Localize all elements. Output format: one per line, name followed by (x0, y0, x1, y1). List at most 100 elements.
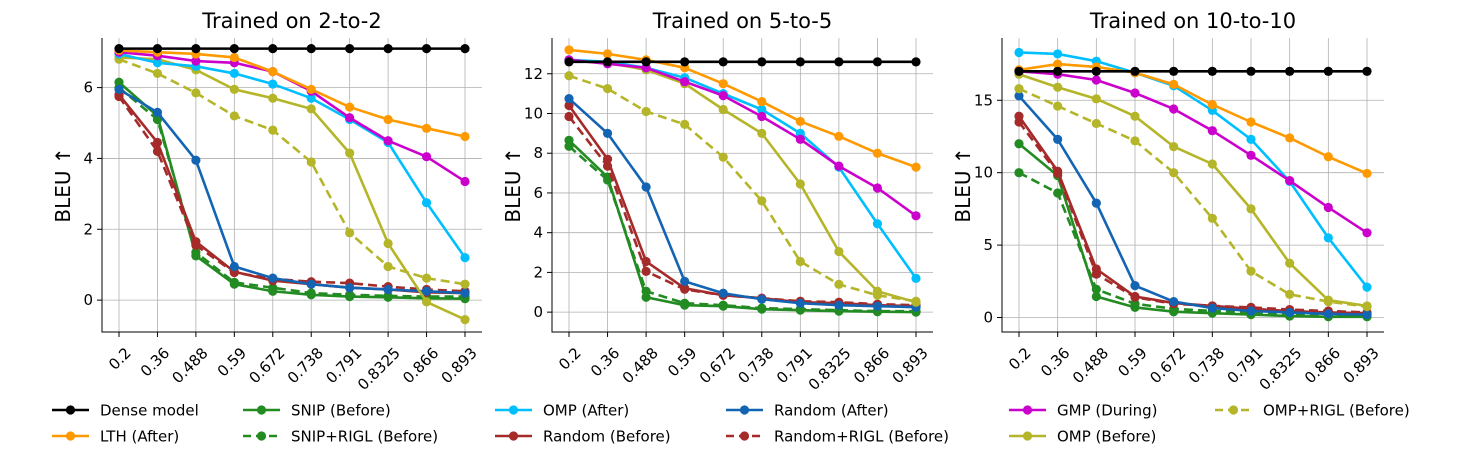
data-point (1169, 296, 1179, 307)
data-point (834, 161, 844, 171)
data-point (795, 116, 805, 127)
data-point (1130, 302, 1140, 312)
series-layer (564, 45, 921, 317)
x-tick-label: 0.8325 (1256, 344, 1306, 394)
data-point (1246, 266, 1256, 276)
data-point (872, 286, 883, 296)
x-tick-label: 0.2 (1005, 344, 1035, 374)
series-random-rigl-before (114, 91, 470, 296)
data-point (1323, 202, 1333, 213)
series-line (1018, 62, 1368, 175)
y-axis-label: BLEU ↑ (51, 147, 75, 222)
data-point (641, 57, 651, 67)
data-point (1130, 291, 1140, 302)
data-point (306, 84, 316, 94)
data-point (460, 315, 470, 325)
x-tick-label: 0.59 (1114, 344, 1150, 380)
data-point (421, 286, 432, 296)
series-gmp-during (114, 47, 470, 187)
data-point (268, 125, 278, 135)
data-point (114, 44, 124, 54)
y-tick-label: 2 (533, 263, 543, 281)
data-point (1014, 47, 1024, 58)
data-point (680, 283, 690, 293)
data-point (1169, 104, 1179, 114)
data-point (1207, 159, 1217, 169)
data-point (421, 273, 432, 283)
data-point (911, 297, 921, 307)
data-point (1053, 82, 1063, 92)
x-tick-label: 0.488 (619, 344, 662, 387)
data-point (911, 162, 921, 172)
x-tick-label: 0.488 (169, 344, 212, 387)
data-point (421, 123, 432, 133)
x-tick-label: 0.738 (734, 344, 777, 387)
data-point (306, 157, 316, 167)
data-point (152, 58, 163, 68)
data-point (1207, 213, 1217, 223)
data-point (229, 84, 239, 94)
x-tick-label: 0.866 (1301, 344, 1344, 387)
data-point (1130, 136, 1140, 146)
data-point (834, 246, 844, 257)
x-tick-label: 0.866 (850, 344, 893, 387)
data-point (1285, 66, 1295, 76)
x-tick-label: 0.8325 (354, 344, 404, 394)
legend-marker (1228, 405, 1239, 415)
series-line (1018, 171, 1368, 318)
y-tick-label: 6 (533, 184, 543, 202)
data-point (872, 219, 883, 229)
data-point (1169, 168, 1179, 178)
data-point (1207, 303, 1217, 313)
data-point (602, 57, 613, 67)
y-axis-label: BLEU ↑ (951, 147, 975, 222)
data-point (872, 183, 883, 193)
data-point (1246, 150, 1256, 160)
data-point (1362, 168, 1372, 179)
axis-spines (101, 38, 482, 333)
data-point (1053, 66, 1063, 76)
data-point (345, 148, 355, 158)
data-point (152, 137, 163, 148)
data-point (1362, 282, 1372, 292)
legend-item-snip-rigl-before: SNIP+RIGL (Before) (243, 428, 438, 446)
data-point (229, 68, 239, 79)
data-point (1362, 310, 1372, 320)
data-point (564, 45, 574, 55)
legend-label: OMP (Before) (1057, 428, 1156, 446)
data-point (1246, 204, 1256, 214)
data-point (421, 297, 432, 307)
data-point (1246, 66, 1256, 76)
legend-marker (65, 405, 76, 415)
series-line (118, 49, 466, 138)
series-line (118, 86, 465, 298)
data-point (757, 128, 767, 138)
legend-item-omp-after: OMP (After) (495, 402, 629, 420)
data-point (1091, 198, 1101, 208)
data-point (1285, 133, 1295, 143)
series-line (1017, 121, 1368, 314)
series-omp-before (1014, 69, 1372, 311)
y-tick-label: 2 (83, 220, 93, 238)
data-point (1091, 291, 1101, 302)
series-lth-after (564, 45, 921, 172)
data-point (1091, 118, 1101, 129)
data-point (1362, 301, 1372, 311)
legend-item-omp-before: OMP (Before) (1009, 428, 1156, 446)
data-point (757, 96, 767, 107)
data-point (345, 291, 355, 302)
data-point (795, 298, 805, 308)
x-tick-label: 0.2 (105, 344, 135, 374)
y-axis-label: BLEU ↑ (501, 147, 525, 222)
series-snip-before (564, 135, 921, 317)
data-point (1285, 289, 1295, 299)
legend-label: OMP+RIGL (Before) (1263, 402, 1410, 420)
series-random-after (564, 93, 921, 312)
y-tick-label: 12 (524, 65, 543, 83)
data-point (345, 113, 355, 123)
data-point (757, 111, 767, 122)
y-tick-label: 10 (974, 164, 993, 182)
data-point (268, 79, 278, 89)
